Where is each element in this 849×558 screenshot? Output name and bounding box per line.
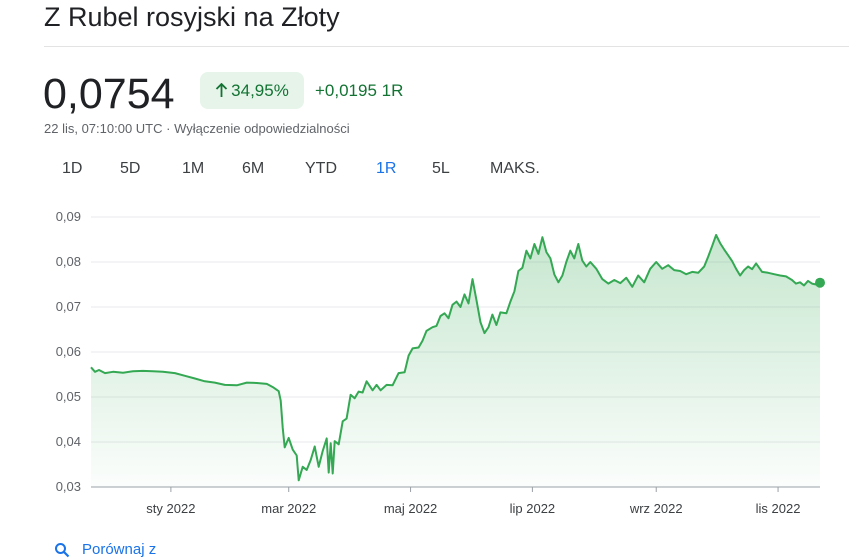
x-tick-label: lip 2022 bbox=[510, 501, 556, 516]
y-tick-label: 0,09 bbox=[56, 209, 81, 224]
page-title: Z Rubel rosyjski na Złoty bbox=[44, 2, 340, 32]
header-divider bbox=[44, 46, 849, 47]
change-percent-badge: 34,95% bbox=[200, 72, 304, 109]
range-tabs: 1D 5D 1M 6M YTD 1R 5L MAKS. bbox=[0, 160, 849, 186]
y-tick-label: 0,06 bbox=[56, 344, 81, 359]
tab-1r[interactable]: 1R bbox=[376, 160, 397, 177]
compare-label: Porównaj z bbox=[82, 541, 157, 558]
y-tick-label: 0,04 bbox=[56, 434, 81, 449]
current-price: 0,0754 bbox=[43, 70, 175, 118]
y-tick-label: 0,05 bbox=[56, 389, 81, 404]
tab-ytd[interactable]: YTD bbox=[305, 160, 337, 177]
price-chart[interactable]: 0,09 0,08 0,07 0,06 0,05 0,04 0,03 sty 2022 mar … bbox=[0, 195, 849, 525]
y-tick-label: 0,08 bbox=[56, 254, 81, 269]
timestamp: 22 lis, 07:10:00 UTC bbox=[44, 121, 163, 136]
current-price-dot bbox=[815, 277, 825, 288]
tab-maks[interactable]: MAKS. bbox=[490, 160, 540, 177]
tab-6m[interactable]: 6M bbox=[242, 160, 265, 177]
timestamp-line: 22 lis, 07:10:00 UTC · Wyłączenie odpowi… bbox=[44, 121, 350, 136]
price-line bbox=[90, 234, 821, 482]
y-tick-label: 0,07 bbox=[56, 299, 81, 314]
tab-1d[interactable]: 1D bbox=[62, 160, 83, 177]
x-tick-label: maj 2022 bbox=[384, 501, 437, 516]
x-tick-label: sty 2022 bbox=[146, 501, 195, 516]
change-absolute: +0,0195 1R bbox=[315, 81, 404, 100]
x-tick-label: lis 2022 bbox=[756, 501, 801, 516]
compare-button[interactable]: Porównaj z bbox=[54, 541, 156, 558]
price-area bbox=[91, 235, 820, 487]
tab-5l[interactable]: 5L bbox=[432, 160, 450, 177]
change-percent: 34,95% bbox=[231, 80, 289, 100]
disclaimer-link[interactable]: Wyłączenie odpowiedzialności bbox=[174, 121, 350, 136]
arrow-up-icon bbox=[216, 83, 228, 97]
y-tick-label: 0,03 bbox=[56, 479, 81, 494]
x-tick-label: mar 2022 bbox=[261, 501, 316, 516]
tab-5d[interactable]: 5D bbox=[120, 160, 141, 177]
separator-dot: · bbox=[166, 121, 171, 136]
x-tick-label: wrz 2022 bbox=[629, 501, 683, 516]
search-icon bbox=[55, 542, 70, 557]
tab-1m[interactable]: 1M bbox=[182, 160, 205, 177]
